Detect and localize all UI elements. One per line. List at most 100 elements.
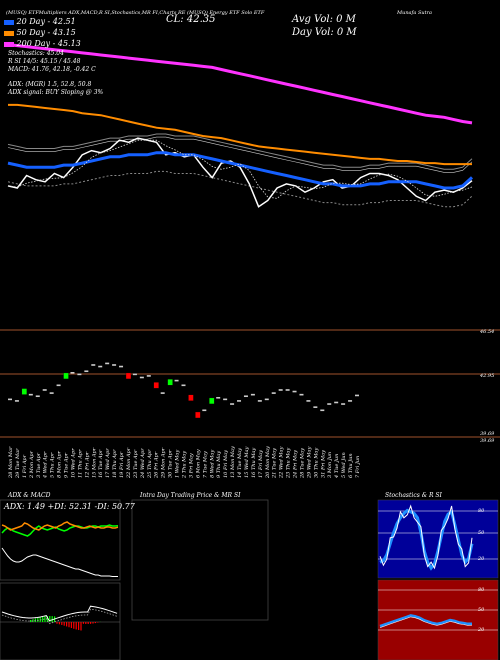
- stoch-smoothed-line: [379, 508, 474, 571]
- date-label: 6 Mon May: [195, 449, 201, 478]
- macd-histogram-bar: [73, 622, 75, 629]
- candle: [139, 376, 144, 379]
- macd-histogram-bar: [80, 622, 82, 631]
- date-label: 23 Thu May: [286, 448, 292, 479]
- date-label: 30 Tue Apr: [168, 449, 174, 478]
- upper-band-inner: [7, 136, 473, 173]
- legend-200-swatch: [4, 41, 14, 47]
- legend-50-day: 50 Day - 43.15: [4, 28, 76, 37]
- candle: [35, 395, 40, 398]
- candle: [181, 384, 186, 387]
- macd-histogram-bar: [56, 622, 58, 624]
- macd-histogram-bar: [66, 622, 68, 627]
- candle: [70, 372, 75, 374]
- stoch-tick-80: 80: [478, 508, 485, 514]
- candle: [160, 392, 165, 394]
- macd-histogram-bar: [92, 622, 94, 624]
- macd-histogram-bar: [68, 622, 70, 628]
- date-label: 7 Tue May: [202, 451, 208, 478]
- macd-histogram-bar: [94, 622, 96, 624]
- adx-values: ADX: 1.49 +DI: 52.31 -DI: 50.77: [4, 502, 135, 511]
- candle: [202, 409, 207, 412]
- price-label-low: 39.69: [480, 431, 495, 437]
- upper-band: [7, 133, 473, 170]
- candle: [195, 411, 201, 419]
- date-label: 12 Fri Apr: [84, 451, 90, 478]
- candle: [119, 365, 124, 368]
- macd-histogram-bar: [87, 622, 89, 624]
- date-label: 5 Thu Apr: [50, 452, 56, 478]
- intraday-frame: [131, 499, 269, 621]
- date-label: 8 Wed May: [209, 450, 215, 478]
- date-label: 4 Tue Jun: [334, 454, 340, 479]
- date-axis: 28 Mon Mar 29 Tue Mar 1 Fri Apr 2 Mon Apr 3 …: [8, 446, 361, 479]
- site-name: Munafa Sutra: [397, 10, 432, 16]
- legend-200-day: 200 Day - 45.13: [4, 39, 81, 48]
- stoch-fast-line: [379, 504, 473, 570]
- legend-20-swatch: [4, 19, 14, 25]
- date-label: 3 Tue Apr: [36, 452, 42, 478]
- adx-macd-title: ADX & MACD: [8, 492, 51, 499]
- macd-histogram-bar: [44, 616, 46, 622]
- candle: [132, 373, 137, 376]
- macd-histogram-bar: [58, 622, 60, 625]
- candle: [112, 364, 117, 366]
- candle: [355, 394, 359, 397]
- date-label: 10 Fri May: [223, 450, 229, 478]
- macd-histogram-bar: [39, 617, 41, 622]
- candle: [21, 388, 28, 395]
- macd-histogram-bar: [37, 617, 39, 622]
- candle: [84, 370, 89, 373]
- date-label: 14 Tue May: [237, 448, 243, 478]
- date-label: 30 Thu May: [313, 448, 319, 478]
- header-topline: (MUSQ) ETFMultipliers ADX,MACD,R SI,Stoc…: [6, 10, 265, 16]
- date-label: 17 Fri May: [258, 450, 264, 478]
- date-label: 18 Thu Apr: [112, 449, 118, 478]
- date-label: 23 Tue Apr: [133, 449, 139, 479]
- date-label: 4 Wed Apr: [43, 451, 49, 479]
- date-label: 28 Mon Mar: [8, 446, 14, 479]
- date-label: 28 Tue May: [299, 448, 305, 479]
- macd-readout: MACD: 41.76, 42.18, -0.42 C: [8, 66, 96, 73]
- avg-volume: Avg Vol: 0 M: [292, 14, 356, 25]
- macd-histogram-bar: [51, 616, 53, 622]
- macd-histogram-bar: [49, 616, 51, 622]
- candle: [292, 390, 297, 393]
- date-label: 26 Fri Apr: [154, 451, 160, 479]
- date-label: 22 Mon Apr: [126, 447, 132, 479]
- candle: [271, 392, 276, 394]
- candle: [28, 393, 33, 396]
- candle: [334, 401, 339, 404]
- candle: [216, 396, 221, 399]
- date-label: 5 Wed Jun: [341, 452, 347, 478]
- macd-line: [1, 605, 118, 622]
- candle: [264, 398, 269, 401]
- date-label: 9 Tue Apr: [64, 452, 70, 478]
- candle: [42, 389, 47, 391]
- rsi-tick-50: 50: [478, 607, 485, 613]
- date-label: 13 Mon May: [230, 446, 236, 478]
- date-label: 29 Tue Mar: [15, 448, 21, 479]
- rsi-readout: R SI 14/5: 45.15 / 45.48: [8, 58, 81, 65]
- legend-20-day: 20 Day - 42.51: [4, 17, 76, 26]
- date-label: 20 Mon May: [265, 446, 271, 479]
- candle: [348, 400, 353, 402]
- ma-20-day-line: [7, 151, 474, 190]
- adx-panel-frame: [0, 499, 121, 581]
- date-label: 3 Fri May: [188, 453, 194, 478]
- candle: [167, 379, 173, 386]
- candle: [223, 398, 228, 401]
- candle: [243, 395, 248, 398]
- candle: [250, 393, 255, 396]
- price-line: [7, 137, 473, 208]
- adx-signal-readout: ADX signal: BUY Sloping @ 3%: [8, 89, 104, 96]
- candle: [257, 400, 262, 402]
- stoch-rsi-title: Stochastics & R SI: [385, 492, 442, 499]
- macd-histogram-bar: [42, 616, 44, 622]
- macd-histogram-bar: [63, 622, 65, 626]
- intraday-panel: [131, 499, 269, 621]
- stoch-bg: [377, 499, 499, 579]
- candle: [63, 372, 69, 380]
- date-label: 16 Thu May: [251, 448, 257, 478]
- macd-histogram-bar: [97, 622, 99, 623]
